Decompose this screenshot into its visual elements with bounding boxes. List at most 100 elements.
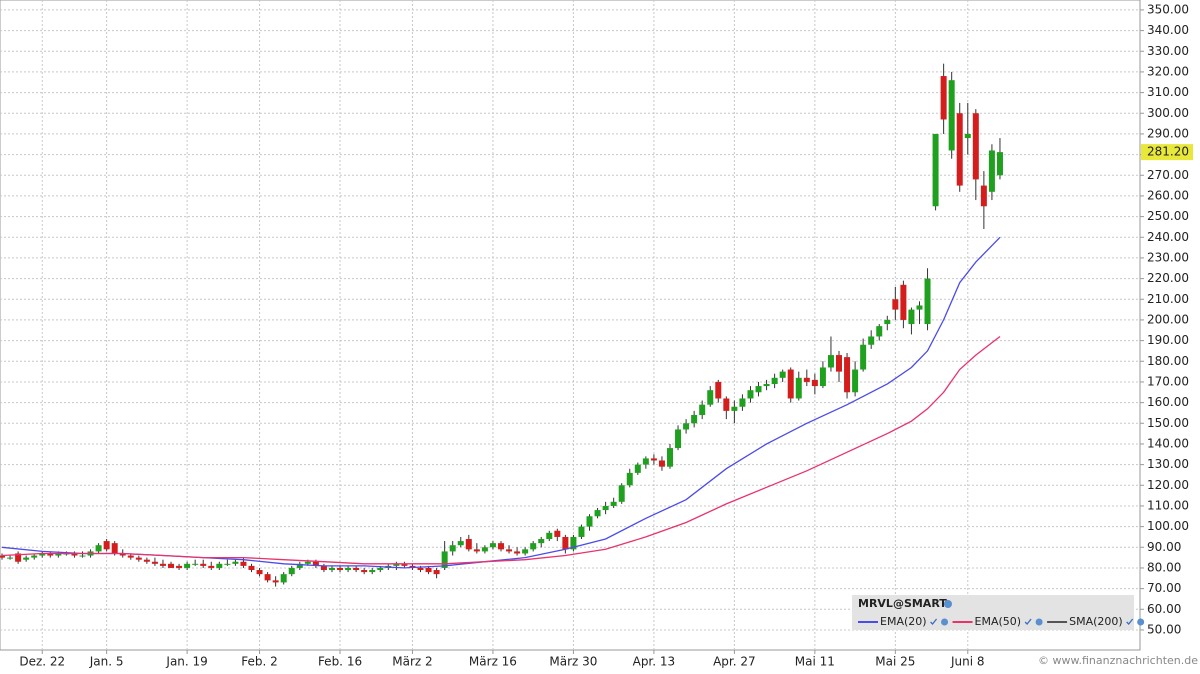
y-tick-label: 100.00: [1147, 519, 1189, 533]
candle-body: [578, 526, 585, 537]
candle-body: [119, 553, 126, 556]
candle-body: [31, 555, 38, 558]
x-tick-label: März 30: [549, 655, 597, 669]
candle-body: [924, 278, 931, 325]
legend-title: MRVL@SMART: [858, 597, 947, 610]
candle-body: [417, 567, 424, 571]
candle-body: [787, 369, 794, 399]
y-tick-label: 340.00: [1147, 23, 1189, 37]
candle-body: [634, 464, 641, 473]
candle-body: [159, 563, 166, 566]
candle-body: [7, 557, 14, 559]
x-tick-label: Feb. 2: [241, 655, 278, 669]
candle-body: [666, 448, 673, 467]
candle-body: [449, 545, 456, 552]
candle-body: [884, 319, 891, 325]
candle-body: [506, 549, 513, 552]
legend-label: EMA(20): [880, 615, 927, 628]
candle-body: [940, 76, 947, 120]
candle-body: [248, 565, 255, 571]
candle-body: [932, 133, 939, 207]
last-price-label: 281.20: [1147, 145, 1189, 159]
x-tick-label: Mai 25: [875, 655, 915, 669]
candle-body: [168, 563, 175, 568]
candle-body: [755, 386, 762, 393]
candle-body: [586, 516, 593, 527]
candle-body: [457, 541, 464, 546]
x-tick-label: Apr. 13: [633, 655, 676, 669]
candle-body: [240, 561, 247, 566]
candle-body: [570, 536, 577, 550]
candle-body: [683, 423, 690, 430]
y-tick-label: 270.00: [1147, 168, 1189, 182]
candle-body: [860, 344, 867, 370]
candle-body: [996, 152, 1003, 176]
candle-body: [675, 429, 682, 449]
y-tick-label: 350.00: [1147, 2, 1189, 16]
candle-body: [103, 541, 110, 550]
candle-body: [699, 404, 706, 416]
x-tick-label: Jan. 5: [89, 655, 124, 669]
candle-body: [135, 557, 142, 560]
candle-body: [111, 543, 118, 554]
candle-body: [546, 532, 553, 540]
candle-body: [176, 565, 183, 568]
candle-body: [345, 567, 352, 571]
candle-body: [264, 574, 271, 581]
candle-body: [127, 555, 134, 558]
x-tick-label: Juni 8: [950, 655, 985, 669]
candle-body: [650, 458, 657, 461]
candle-body: [79, 555, 86, 557]
candle-body: [401, 563, 408, 566]
candle-body: [948, 80, 955, 151]
y-tick-label: 120.00: [1147, 478, 1189, 492]
y-tick-label: 330.00: [1147, 44, 1189, 58]
candle-body: [320, 565, 327, 571]
candle-body: [312, 561, 319, 566]
candle-body: [256, 570, 263, 575]
candle-body: [353, 567, 360, 571]
legend-icon: [1035, 618, 1043, 626]
candle-body: [288, 567, 295, 575]
candle-body: [980, 185, 987, 207]
y-tick-label: 320.00: [1147, 64, 1189, 78]
candle-body: [602, 505, 609, 511]
candle-body: [715, 381, 722, 399]
y-tick-label: 310.00: [1147, 85, 1189, 99]
legend-check: [1126, 618, 1134, 625]
x-tick-label: März 2: [392, 655, 432, 669]
candle-body: [827, 355, 834, 368]
legend-icon: [1137, 618, 1145, 626]
candle-body: [200, 563, 207, 566]
candle-body: [916, 305, 923, 310]
candle-body: [441, 551, 448, 568]
x-tick-label: Jan. 19: [165, 655, 207, 669]
y-tick-label: 70.00: [1147, 581, 1181, 595]
watermark: © www.finanznachrichten.de: [1038, 654, 1198, 667]
candle-body: [23, 557, 30, 560]
candle-body: [95, 545, 102, 552]
candle-body: [964, 133, 971, 139]
candle-body: [328, 567, 335, 571]
candle-body: [15, 553, 22, 562]
y-tick-label: 50.00: [1147, 622, 1181, 636]
indicator-line: [1, 335, 1001, 565]
candle-body: [819, 367, 826, 387]
candle-body: [497, 543, 504, 550]
candle-body: [377, 567, 384, 571]
legend-label: EMA(50): [975, 615, 1022, 628]
candle-body: [594, 510, 601, 517]
candle-body: [739, 398, 746, 407]
candle-body: [795, 377, 802, 399]
legend-box: [852, 595, 1134, 630]
y-tick-label: 60.00: [1147, 602, 1181, 616]
plot-area: [0, 0, 1141, 651]
candle-body: [538, 539, 545, 544]
candle-body: [522, 549, 529, 554]
x-tick-label: Apr. 27: [713, 655, 756, 669]
y-tick-label: 130.00: [1147, 457, 1189, 471]
candle-body: [296, 563, 303, 568]
candle-body: [642, 458, 649, 465]
candle-body: [473, 549, 480, 552]
y-tick-label: 230.00: [1147, 250, 1189, 264]
